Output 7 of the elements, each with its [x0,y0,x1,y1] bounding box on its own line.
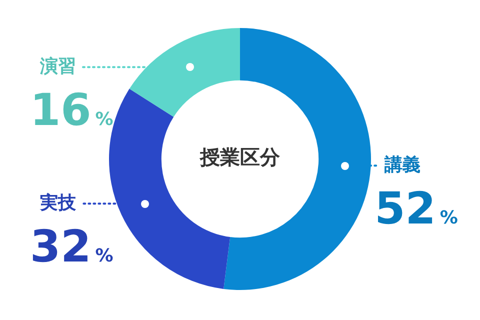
data-label: 52% [374,184,458,235]
slice-label: 実技 [39,192,77,214]
slice-label: 演習 [39,56,76,77]
slice-label: 講義 [384,154,421,176]
text: 授業区分 [199,145,281,170]
data-label: 32% [30,222,114,273]
data-label: 16% [30,85,114,136]
